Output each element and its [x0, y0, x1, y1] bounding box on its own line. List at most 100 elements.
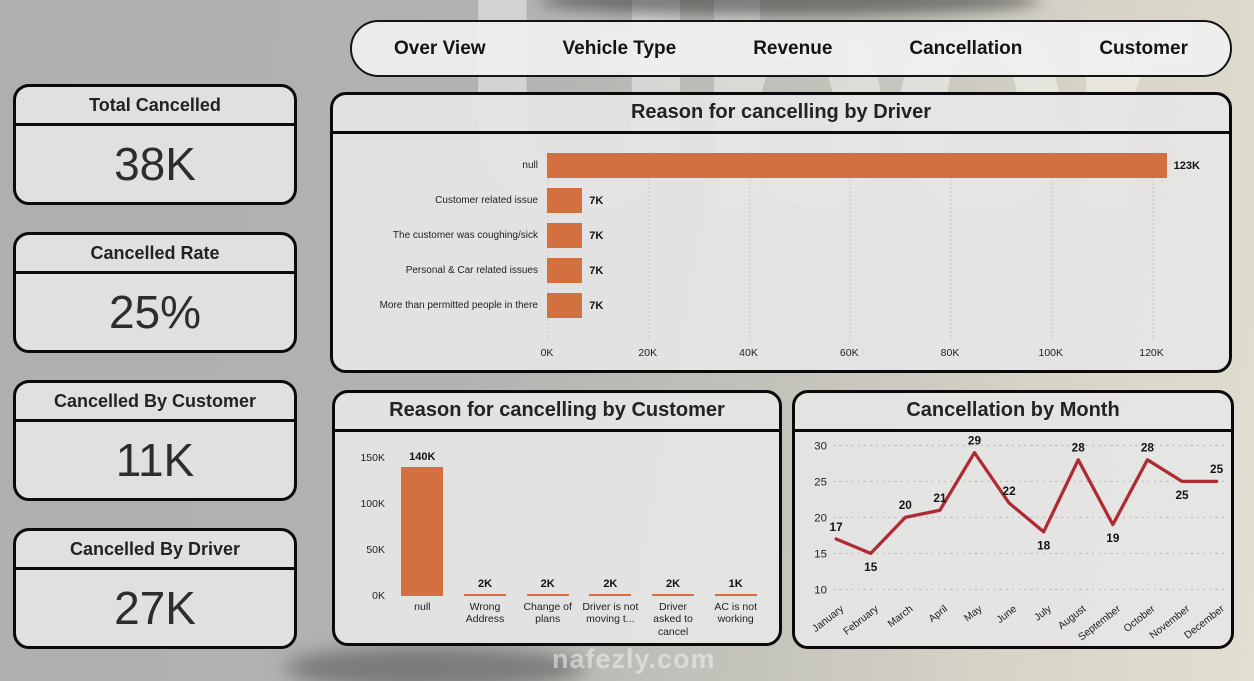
bar-change-of-plans[interactable] — [526, 593, 569, 596]
bar-track: 7K — [547, 188, 1217, 213]
y-tick-label: 20 — [814, 513, 827, 525]
x-tick-label: 60K — [839, 347, 859, 359]
kpi-title: Total Cancelled — [16, 87, 294, 126]
nav-tabs: Over View Vehicle Type Revenue Cancellation… — [350, 20, 1232, 77]
y-tick-label: 10 — [814, 585, 827, 597]
data-point-label: 21 — [933, 491, 947, 505]
kpi-value: 38K — [114, 138, 196, 190]
data-point-label: 29 — [968, 433, 982, 447]
panel-title-month: Cancellation by Month — [795, 393, 1231, 432]
x-tick-label: 20K — [638, 347, 658, 359]
x-tick-label: 0K — [540, 347, 554, 359]
y-tick-label: 100K — [360, 498, 385, 510]
category-label: More than permitted people in there — [379, 300, 538, 311]
tab-revenue[interactable]: Revenue — [753, 37, 833, 59]
bar-customer-related-issue[interactable] — [547, 188, 583, 213]
kpi-value: 25% — [108, 286, 202, 338]
y-tick-label: 15 — [814, 549, 827, 561]
category-label: null — [414, 601, 431, 613]
data-point-label: 20 — [899, 498, 913, 512]
bar-track: 123K — [547, 153, 1217, 178]
bar-column: 2K — [642, 458, 705, 596]
x-tick-label-month: May — [962, 603, 985, 624]
bar-driver-is-not-moving-t[interactable] — [589, 593, 632, 596]
x-tick-label-month: June — [995, 603, 1020, 626]
kpi-card-cancelled-by-customer: Cancelled By Customer 11K — [13, 380, 297, 501]
data-point-label: 19 — [1106, 531, 1120, 545]
category-label: Wrong Address — [465, 601, 505, 626]
x-tick-label-month: April — [927, 604, 950, 625]
x-tick-label-month: February — [842, 603, 882, 637]
gridline — [1151, 152, 1154, 340]
x-tick-label-month: March — [886, 603, 915, 629]
panel-customer-cancel-reasons: Reason for cancelling by Customer 150K 10… — [332, 390, 782, 646]
bar-null[interactable] — [401, 467, 444, 596]
bar-row: null 123K — [347, 148, 1217, 183]
x-tick-label: 120K — [1139, 347, 1164, 359]
customer-bars: 140K 2K 2K 2K 2K 1K — [391, 451, 767, 596]
bar-value-label: 7K — [589, 299, 604, 312]
y-tick-label: 150K — [360, 452, 385, 464]
kpi-card-total-cancelled: Total Cancelled 38K — [13, 84, 297, 205]
bar-value-label: 7K — [589, 194, 604, 207]
x-tick-label-month: August — [1056, 604, 1088, 632]
kpi-value: 11K — [115, 434, 195, 486]
y-tick-label: 0K — [372, 590, 385, 602]
y-tick-label: 30 — [814, 441, 827, 453]
kpi-column: Total Cancelled 38K Cancelled Rate 25% Cance… — [13, 84, 297, 649]
bar-value-label: 140K — [409, 451, 436, 464]
bar-value-label: 123K — [1173, 159, 1200, 172]
category-label: Customer related issue — [435, 195, 538, 206]
bar-wrong-address[interactable] — [464, 593, 506, 596]
data-point-label: 17 — [830, 520, 844, 534]
customer-plot: 150K 100K 50K 0K 140K 2K 2K 2K 2K 1K — [360, 451, 767, 602]
tab-vehicle-type[interactable]: Vehicle Type — [562, 37, 677, 59]
tab-over-view[interactable]: Over View — [394, 37, 486, 59]
bar-row: Customer related issue 7K — [347, 183, 1217, 218]
bar-personal-car-related-issues[interactable] — [547, 258, 583, 283]
category-label: The customer was coughing/sick — [392, 230, 538, 241]
category-label: null — [522, 160, 538, 171]
data-point-label: 28 — [1072, 441, 1086, 455]
data-point-label: 15 — [864, 560, 878, 574]
tab-customer[interactable]: Customer — [1099, 37, 1188, 59]
category-label: AC is not working — [714, 601, 757, 626]
kpi-value: 27K — [114, 582, 196, 634]
month-line-chart: 30 25 20 15 10 17 15 20 21 29 22 18 28 19 28 25 25 Januar… — [795, 432, 1231, 646]
bar-the-customer-was-coughing-sick[interactable] — [547, 223, 583, 248]
data-point-label: 22 — [1003, 484, 1017, 498]
kpi-title: Cancelled Rate — [16, 235, 294, 274]
data-point-label: 25 — [1210, 462, 1224, 476]
bar-value-label: 1K — [728, 577, 743, 590]
bar-track: 7K — [547, 223, 1217, 248]
bar-ac-is-not-working[interactable] — [714, 593, 757, 596]
category-label: Driver is not moving t... — [582, 601, 639, 626]
bar-track: 7K — [547, 293, 1217, 318]
panel-title-customer: Reason for cancelling by Customer — [335, 393, 779, 432]
gridline — [849, 152, 852, 340]
gridline — [647, 152, 650, 340]
driver-bar-chart: null 123K Customer related issue 7K The cust… — [333, 134, 1229, 370]
data-point-label: 25 — [1175, 488, 1189, 502]
kpi-card-cancelled-by-driver: Cancelled By Driver 27K — [13, 528, 297, 649]
line-chart-svg: 3025201510171520212922182819282525Januar… — [811, 433, 1227, 643]
driver-x-axis: 0K 20K 40K 60K 80K 100K 120K — [541, 347, 1217, 362]
bar-driver-asked-to-cancel[interactable] — [652, 593, 695, 596]
site-watermark: nafezly.com — [552, 644, 716, 674]
panel-cancellation-by-month: Cancellation by Month 30 25 20 15 10 17 15 20 21… — [792, 390, 1234, 649]
bar-more-than-permitted-people-in-there[interactable] — [547, 293, 583, 318]
kpi-card-cancelled-rate: Cancelled Rate 25% — [13, 232, 297, 353]
cancellation-line-series[interactable] — [834, 450, 1219, 556]
x-tick-label: 80K — [940, 347, 960, 359]
tab-cancellation[interactable]: Cancellation — [909, 37, 1023, 59]
gridline — [950, 152, 952, 340]
bar-row: More than permitted people in there 7K — [347, 288, 1217, 323]
kpi-title: Cancelled By Customer — [16, 383, 294, 422]
bar-value-label: 2K — [603, 577, 618, 590]
panel-driver-cancel-reasons: Reason for cancelling by Driver null 123K… — [330, 92, 1232, 373]
x-tick-label: 100K — [1038, 347, 1064, 359]
panel-title-driver: Reason for cancelling by Driver — [333, 95, 1229, 134]
bar-column: 2K — [579, 458, 642, 596]
bar-null[interactable] — [547, 153, 1167, 178]
bar-value-label: 2K — [477, 577, 493, 590]
